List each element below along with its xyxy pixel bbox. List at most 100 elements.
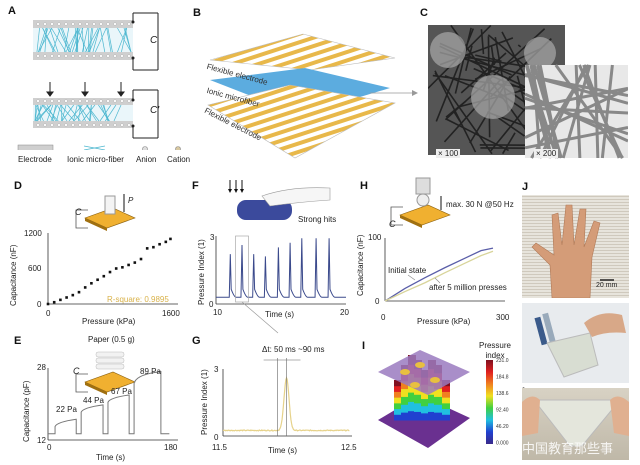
ion: [127, 54, 131, 58]
legend-anion: Anion: [136, 155, 157, 164]
ionic-fiber: [35, 104, 52, 122]
d-r-square: R-square: 0.9895: [107, 295, 169, 304]
ionic-fiber: [89, 27, 94, 53]
ion: [57, 22, 61, 26]
e-xtick-180: 180: [164, 443, 178, 452]
watermark: 中国教育那些事: [522, 441, 614, 456]
d-sensor-pad-side: [85, 218, 107, 231]
d-data-point: [77, 290, 81, 294]
e-capacitance-trace: [48, 371, 170, 435]
f-xlabel: Time (s): [265, 310, 295, 319]
ionic-fiber: [86, 104, 97, 122]
e-circuit: [75, 373, 88, 393]
f-xtick-10: 10: [213, 308, 222, 317]
panel-label-e: E: [14, 335, 22, 347]
ionic-fiber: [88, 27, 100, 53]
ionic-fiber: [38, 27, 53, 53]
i-peak-band: [434, 396, 442, 405]
photo-l-stretched-sensor: 中国教育那些事: [522, 388, 629, 460]
panel-c-micrographs: [428, 25, 628, 159]
h-ytick-0: 0: [375, 297, 380, 306]
d-ytick-1200: 1200: [24, 229, 42, 238]
ion: [50, 22, 54, 26]
h-inset-load: max. 30 N @50 Hz: [446, 200, 514, 209]
e-sensor-pad-side: [85, 382, 107, 395]
i-peak-band: [442, 408, 450, 415]
ion: [71, 123, 75, 127]
ionic-fiber: [94, 27, 107, 53]
panel-label-a: A: [8, 5, 16, 17]
d-data-point: [114, 267, 118, 270]
fiber-strand: [517, 44, 522, 48]
h-press-ball: [416, 193, 430, 207]
legend-electrode: Electrode: [18, 155, 52, 164]
panel-label-j: J: [522, 181, 529, 193]
hand-shape: [531, 204, 601, 298]
fiber-strand: [435, 28, 475, 122]
ion: [120, 99, 124, 103]
i-peak-band: [434, 404, 442, 413]
sensor-compressed: [33, 89, 159, 139]
ionic-fiber: [39, 27, 49, 53]
i-colorbar-tick: 231.0: [496, 358, 509, 364]
h-sensor-pad-side: [400, 215, 422, 228]
ionic-fiber: [60, 27, 70, 53]
g-ylabel: Pressure Index (1): [200, 369, 209, 435]
fiber-strand: [434, 70, 477, 153]
ion: [57, 54, 61, 58]
f-ytick-0: 0: [209, 300, 214, 309]
i-peak-band: [442, 414, 450, 421]
fiber-strand: [445, 100, 467, 118]
ionic-fiber: [36, 27, 40, 53]
ion: [127, 123, 131, 127]
fiber-strand: [490, 45, 495, 66]
panel-b-exploded-view: [207, 33, 418, 159]
d-xlabel: Pressure (kPa): [82, 317, 136, 326]
d-data-point: [133, 261, 137, 264]
i-peak-band: [428, 402, 436, 412]
i-projection-hotspot: [400, 369, 410, 375]
ion: [113, 54, 117, 58]
i-peak-band: [401, 396, 409, 405]
i-peak-band: [394, 408, 402, 415]
e-step-label-44: 44 Pa: [83, 396, 104, 405]
g-xtick-11-5: 11.5: [212, 443, 227, 452]
d-data-point: [71, 293, 75, 297]
fiber-strand: [480, 29, 485, 55]
ionic-fiber: [52, 27, 61, 53]
ion: [92, 123, 96, 127]
d-data-point: [59, 298, 62, 302]
ion: [78, 54, 82, 58]
ion: [71, 99, 75, 103]
f-ytick-3: 3: [210, 233, 215, 242]
ionic-fiber: [51, 27, 67, 53]
ion: [99, 22, 103, 26]
ionic-fiber: [37, 104, 52, 122]
d-data-point: [102, 274, 106, 278]
fiber-strand: [524, 106, 628, 115]
g-xlabel: Time (s): [268, 446, 298, 455]
h-ytick-100: 100: [368, 233, 382, 242]
g-pressure-trace: [222, 376, 350, 432]
d-data-point: [96, 278, 99, 282]
i-peak-band: [394, 385, 402, 392]
panel-label-g: G: [192, 335, 201, 347]
d-data-point: [145, 247, 149, 250]
i-peak-band: [434, 388, 442, 397]
ionic-fiber: [67, 104, 81, 122]
f-pressure-trace: [216, 238, 346, 298]
ionic-fiber: [107, 27, 113, 53]
e-ylabel: Capacitance (pF): [22, 380, 31, 442]
d-inset-p: P: [128, 196, 134, 205]
ionic-fiber: [42, 104, 55, 122]
ion: [64, 99, 68, 103]
e-xlabel: Time (s): [96, 453, 126, 462]
ion: [43, 54, 47, 58]
ion: [92, 54, 96, 58]
d-data-point: [46, 302, 50, 306]
d-ytick-600: 600: [28, 264, 42, 273]
h-sensor-pad: [399, 204, 451, 226]
f-ylabel: Pressure Index (1): [197, 239, 206, 305]
fiber-strand: [524, 87, 628, 140]
i-peak-band: [394, 402, 402, 410]
